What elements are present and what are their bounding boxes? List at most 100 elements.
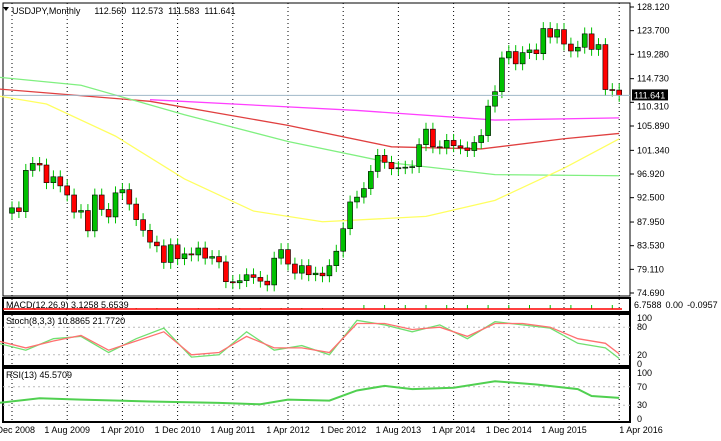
price-axis-label: 79.110 [637,264,664,274]
candle-bullish [195,247,202,256]
candle-bearish [457,145,464,149]
candle-bullish [402,166,409,169]
stoch-main-line [0,319,620,359]
candle-bearish [57,176,64,187]
candle-bullish [181,253,188,259]
candle-bearish [464,147,471,151]
stoch-axis-label: 100 [637,313,652,323]
candle-bearish [85,210,91,232]
candle-bearish [609,89,616,91]
price-axis-label: 119.280 [637,49,669,59]
candle-bullish [361,188,367,198]
candle-bullish [492,91,498,107]
time-axis-label: 1 Dec 2008 [0,425,35,435]
header-close: 111.641 [204,6,235,16]
candle-bullish [9,207,15,214]
macd-panel [2,297,631,313]
candle-bullish [298,265,305,274]
candle-bearish [285,249,291,265]
moving-average-line [0,76,620,177]
candle-bearish [188,253,195,256]
macd-axis-label: 6.7588 [634,300,662,310]
candle-bearish [533,49,540,54]
price-axis-label: 87.950 [637,217,665,227]
candle-bearish [216,256,222,263]
price-axis-label: 114.730 [637,74,669,84]
time-axis-label: 1 Aug 2013 [376,425,422,435]
candle-bearish [202,247,208,259]
time-axis-label: 1 Aug 2015 [541,425,587,435]
rsi-panel [2,367,631,423]
candle-bearish [436,146,443,149]
rsi-axis-label: 30 [637,400,647,410]
candle-bearish [305,265,312,276]
stoch-label: Stoch(8,3,3) 10.8865 21.7720 [6,316,125,326]
price-axis-label: 83.530 [637,241,665,251]
candle-bullish [167,244,174,263]
symbol-header: USDJPY,Monthly [12,6,81,16]
candle-bullish [243,274,250,281]
candle-bullish [505,51,512,59]
candle-bullish [574,46,581,52]
candle-bearish [126,189,133,205]
time-axis-label: 1 Aug 2009 [44,425,90,435]
macd-label: MACD(12,26,9) 3.1258 5.6539 [6,300,129,310]
candle-bearish [568,43,574,52]
price-axis-label: 74.690 [637,288,665,298]
candle-bullish [333,250,340,266]
candle-bullish [519,52,526,65]
price-axis-label: 110.310 [637,101,669,111]
candle-bullish [312,272,319,276]
candle-bearish [174,244,181,259]
candle-bearish [43,164,50,183]
candle-bearish [64,185,70,196]
candle-bullish [340,228,347,252]
candle-bullish [581,33,588,48]
stoch-axis-label: 20 [637,350,647,360]
stoch-axis-label: 0 [637,359,642,369]
candle-bearish [588,33,595,50]
time-axis-label: 1 Aug 2011 [210,425,255,435]
rsi-axis-label: 100 [637,368,652,378]
candle-bearish [257,277,264,282]
candle-bearish [381,155,388,163]
candle-bullish [409,166,416,168]
time-axis-label: 1 Apr 2014 [432,425,476,435]
moving-average-line [0,88,620,150]
candle-bullish [236,280,243,284]
price-axis-label: 92.500 [637,193,665,203]
header-open: 112.560 [94,6,126,16]
candle-bullish [119,189,126,194]
time-axis-label: 1 Dec 2014 [486,425,532,435]
candle-bullish [595,44,602,50]
dropdown-triangle-icon[interactable] [3,7,9,11]
price-axis-label: 128.120 [637,2,670,12]
candle-bullish [92,194,98,232]
candle-bullish [112,192,119,218]
candle-bullish [278,249,284,259]
candle-bullish [540,28,547,54]
stoch-signal-line [0,322,620,356]
rsi-axis-label: 0 [637,414,642,424]
candle-bullish [554,29,560,38]
moving-average-line [0,95,620,223]
candle-bullish [416,144,422,167]
candle-bearish [133,203,139,220]
price-axis-label: 123.700 [637,26,670,36]
price-axis-label: 105.890 [637,121,670,131]
candle-bearish [36,163,43,166]
stoch-axis-label: 80 [637,322,647,332]
candle-bullish [395,167,402,170]
candle-bullish [347,201,353,230]
candle-bearish [105,209,112,218]
time-axis-label: 1 Apr 2016 [619,425,663,435]
candle-bearish [140,219,146,231]
header-high: 112.573 [131,6,163,16]
candle-bullish [209,256,215,259]
candle-bullish [485,105,491,136]
candle-bullish [271,257,278,286]
macd-axis-label: -0.0957 [687,300,718,310]
candle-bearish [264,280,271,286]
